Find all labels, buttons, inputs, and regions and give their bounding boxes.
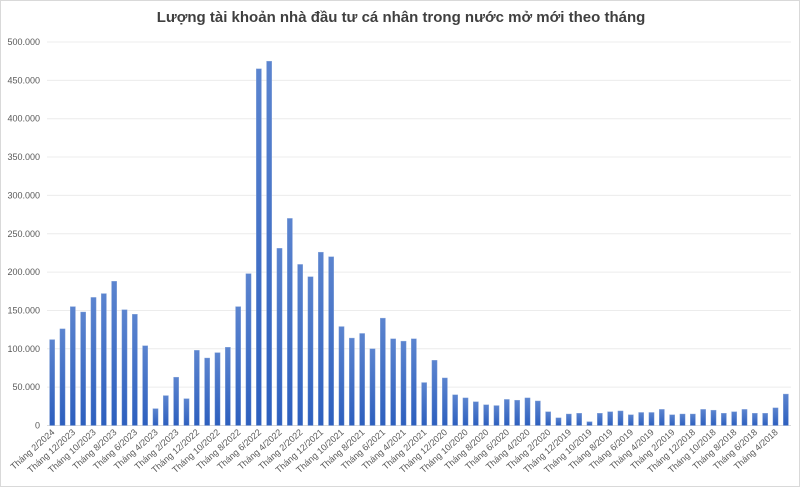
bar bbox=[762, 413, 768, 426]
bar bbox=[235, 306, 241, 426]
bar bbox=[607, 411, 613, 426]
bar bbox=[90, 297, 97, 426]
y-tick-label: 200.000 bbox=[7, 267, 40, 277]
bar bbox=[338, 326, 345, 426]
bar bbox=[245, 273, 252, 426]
bar bbox=[504, 399, 510, 426]
bar bbox=[741, 409, 748, 426]
bar bbox=[659, 409, 665, 426]
bar bbox=[194, 350, 200, 426]
y-tick-label: 300.000 bbox=[7, 190, 40, 200]
bar bbox=[462, 397, 469, 426]
bar bbox=[710, 409, 717, 426]
y-tick-label: 400.000 bbox=[7, 114, 40, 124]
bar bbox=[535, 400, 541, 426]
bar bbox=[328, 256, 334, 426]
bar bbox=[421, 382, 427, 426]
y-tick-label: 500.000 bbox=[7, 37, 40, 47]
bar bbox=[225, 347, 231, 426]
bar bbox=[266, 60, 272, 426]
bar bbox=[493, 405, 500, 426]
bar bbox=[101, 293, 107, 426]
bar bbox=[617, 410, 624, 426]
bar bbox=[752, 413, 758, 426]
bar bbox=[318, 251, 324, 426]
bar bbox=[349, 337, 355, 426]
bar bbox=[132, 314, 138, 426]
y-tick-label: 250.000 bbox=[7, 229, 40, 239]
bar bbox=[142, 345, 148, 426]
y-tick-label: 0 bbox=[35, 421, 40, 431]
bar bbox=[524, 397, 531, 426]
bar bbox=[70, 306, 76, 426]
bar bbox=[80, 311, 86, 426]
bar bbox=[183, 398, 190, 426]
bar bbox=[483, 404, 489, 426]
bar bbox=[59, 328, 66, 426]
bar bbox=[411, 338, 417, 426]
bar bbox=[597, 413, 603, 426]
bar bbox=[648, 412, 655, 426]
bar bbox=[256, 68, 262, 426]
bar bbox=[772, 407, 779, 426]
bar bbox=[576, 413, 582, 426]
bar bbox=[690, 413, 696, 426]
chart-title: Lượng tài khoản nhà đầu tư cá nhân trong… bbox=[156, 9, 646, 26]
y-tick-label: 150.000 bbox=[7, 305, 40, 315]
bar bbox=[731, 411, 737, 426]
bar bbox=[628, 414, 634, 426]
bar bbox=[452, 394, 458, 426]
bar bbox=[586, 421, 593, 426]
bar bbox=[783, 393, 789, 426]
y-tick-label: 100.000 bbox=[7, 344, 40, 354]
bar bbox=[400, 340, 407, 426]
bar bbox=[276, 248, 283, 426]
y-tick-label: 50.000 bbox=[12, 382, 40, 392]
bar bbox=[369, 348, 376, 426]
bar bbox=[390, 338, 396, 426]
bar bbox=[173, 376, 179, 426]
y-tick-label: 350.000 bbox=[7, 152, 40, 162]
bar bbox=[163, 395, 169, 426]
bar bbox=[669, 414, 675, 426]
bar bbox=[111, 281, 117, 426]
bar bbox=[545, 411, 551, 426]
bar bbox=[700, 409, 706, 426]
y-tick-label: 450.000 bbox=[7, 75, 40, 85]
bar bbox=[49, 339, 55, 426]
bar bbox=[380, 317, 386, 426]
bar bbox=[307, 276, 314, 426]
bar bbox=[121, 309, 128, 426]
bar bbox=[566, 413, 572, 426]
bar bbox=[638, 412, 644, 426]
bar bbox=[442, 377, 448, 426]
bar bbox=[555, 417, 562, 426]
bar bbox=[679, 413, 686, 426]
bar bbox=[287, 218, 293, 426]
bar bbox=[431, 360, 438, 426]
bar bbox=[214, 352, 221, 426]
bar bbox=[473, 401, 479, 426]
bar bbox=[359, 333, 365, 426]
bar bbox=[204, 357, 210, 426]
bar bbox=[721, 413, 727, 426]
bar bbox=[514, 399, 520, 426]
bar bbox=[297, 264, 303, 426]
bar bbox=[152, 408, 159, 426]
